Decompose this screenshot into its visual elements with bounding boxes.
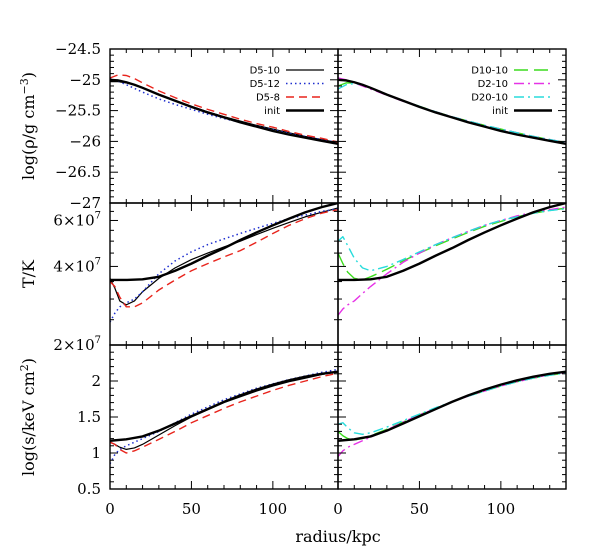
y-tick-label: 2×107 [53,335,101,354]
y-tick-label: −27 [69,194,101,212]
panel-temperature-right-series [338,203,566,316]
series-line-entropy-right-init [338,370,566,442]
series-line-density-right-d20-10 [338,82,566,144]
legend-label: D5-8 [256,93,280,104]
y-axis-label-exponent: 2 [18,364,31,371]
y-axis-label-base: T/K [19,259,38,288]
y-axis-label: T/K [19,259,38,288]
x-tick-label: 100 [259,500,288,518]
series-line-temperature-right-d2-10 [338,206,566,316]
legend-label: D5-10 [250,66,280,77]
x-tick-label: 50 [182,500,201,518]
y-tick-label: −25 [69,71,101,89]
series-line-density-left-init [110,78,338,146]
series-line-entropy-right-d10-10 [338,372,566,441]
y-tick-label: −25.5 [55,102,101,120]
y-axis-label-tail: ) [19,72,38,78]
series-line-temperature-left-d5-8 [110,208,338,308]
x-tick-label: 0 [105,500,115,518]
series-line-entropy-left-d5-10 [110,371,338,450]
y-tick-label: 1 [91,444,101,462]
plot-root: 0 50 100 0 50 100 radius/kpc −27 −26.5 −26 −25.5 −2… [18,40,567,546]
series-line-temperature-right-d10-10 [338,207,566,281]
x-tick-label: 100 [487,500,516,518]
y-axis-label-tail: ) [19,358,38,364]
legend-label: D20-10 [471,93,508,104]
series-line-density-left-d5-10 [110,81,338,144]
series-line-temperature-left-d5-12 [110,208,338,323]
series-line-density-right-init [338,78,566,146]
series-line-temperature-left-d5-10 [110,207,338,306]
y-axis-label-base: log(s/keV cm [19,371,38,476]
y-axis-label: log(ρ/g cm−3) [18,72,38,180]
y-axis-label-base: log(ρ/g cm [19,94,38,180]
y-tick-label-base: 6×10 [53,211,94,229]
legend-label: D2-10 [478,79,508,90]
y-axis-label: log(s/keV cm2) [18,358,38,476]
y-tick-label: 0.5 [77,480,101,498]
legend-label: init [492,106,508,117]
series-line-entropy-left-d5-12 [110,368,338,465]
y-axis-label-exponent: −3 [18,78,31,94]
y-tick-label-exponent: 7 [95,256,101,267]
series-line-density-right-d10-10 [338,82,566,144]
panel-frame-entropy-right [337,344,567,490]
legend-label: D5-12 [250,79,280,90]
y-tick-label: 4×107 [53,256,101,275]
legend-label: init [264,106,280,117]
y-tick-label: 6×107 [53,210,101,229]
y-tick-label-exponent: 7 [95,210,101,221]
series-line-temperature-right-d20-10 [338,208,566,272]
y-tick-label-exponent: 7 [95,335,101,346]
series-line-entropy-left-init [110,370,338,442]
y-tick-label: −26 [69,132,101,150]
series-line-density-left-d5-8 [110,74,338,143]
panel-frame-entropy-left [109,344,339,490]
y-tick-label: 1.5 [77,408,101,426]
x-tick-label: 0 [333,500,343,518]
y-tick-label: −24.5 [55,40,101,58]
panel-entropy-right-series [338,370,566,458]
y-tick-label: −26.5 [55,163,101,181]
y-tick-label: 2 [91,372,101,390]
series-line-temperature-left-init [110,203,338,282]
panel-frame-temperature-left [109,202,339,346]
series-line-entropy-left-d5-8 [110,372,338,454]
y-tick-label-base: 2×10 [53,336,94,354]
series-line-temperature-right-init [338,203,566,282]
series-line-density-left-d5-12 [110,77,338,144]
legend-label: D10-10 [471,66,508,77]
panel-frame-temperature-right [337,202,567,346]
x-tick-label: 50 [410,500,429,518]
x-axis-label: radius/kpc [295,527,380,546]
panel-entropy-left-series [110,368,338,465]
panel-frame-density-right [337,48,567,204]
y-tick-label-base: 4×10 [53,257,94,275]
panel-density-left-series [110,74,338,146]
panel-temperature-left-series [110,203,338,323]
series-line-entropy-right-d2-10 [338,371,566,458]
series-line-entropy-right-d20-10 [338,372,566,435]
panel-frame-density-left [109,48,339,204]
panel-density-right-series [338,77,566,146]
